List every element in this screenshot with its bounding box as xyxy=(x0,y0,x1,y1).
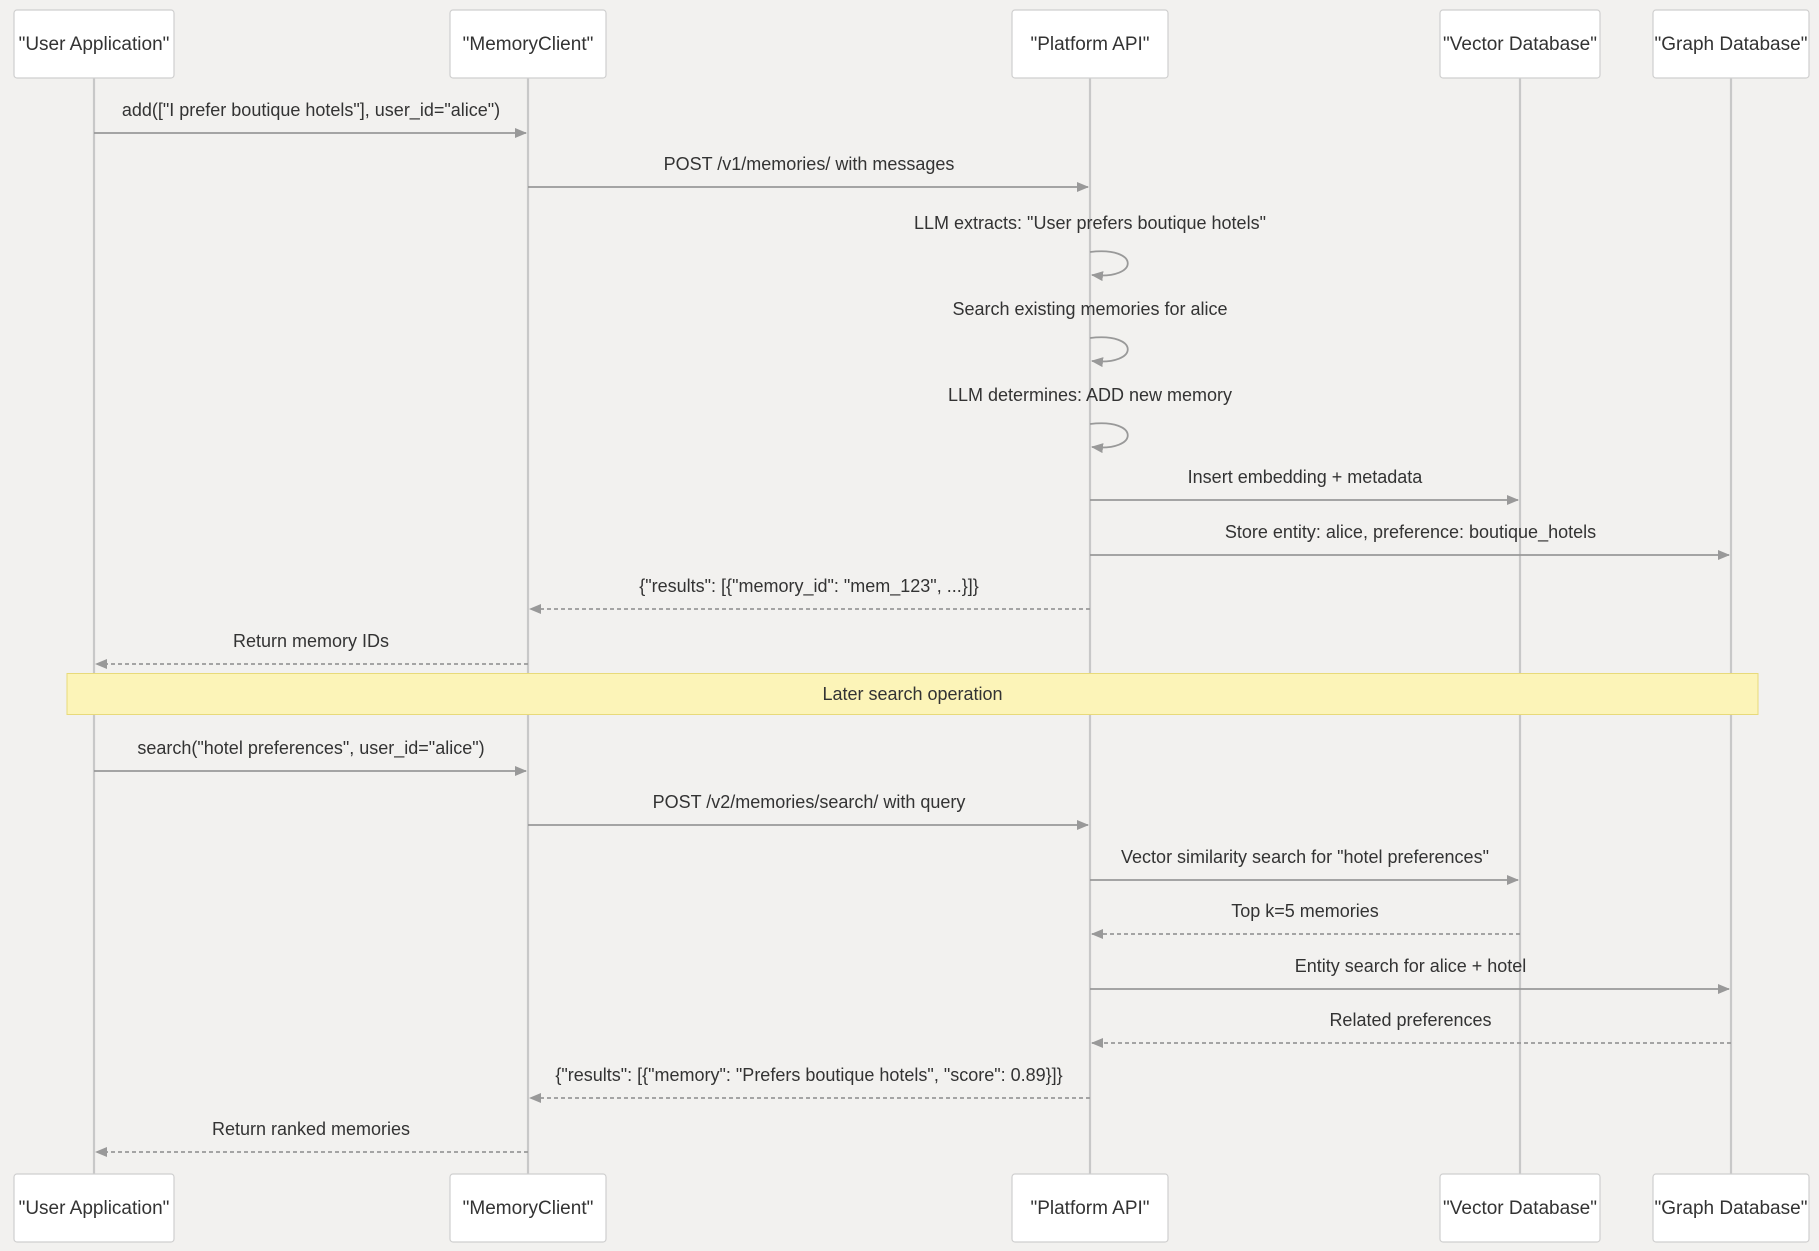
participant-user-top: "User Application" xyxy=(13,9,175,79)
message-11: search("hotel preferences", user_id="ali… xyxy=(94,738,527,776)
message-label: Vector similarity search for "hotel pref… xyxy=(1121,847,1489,867)
message-label: Entity search for alice + hotel xyxy=(1295,956,1527,976)
message-14: Top k=5 memories xyxy=(1091,901,1520,939)
participant-label: "Graph Database" xyxy=(1655,34,1808,55)
message-label: POST /v2/memories/search/ with query xyxy=(653,792,966,812)
message-2: POST /v1/memories/ with messages xyxy=(528,154,1089,192)
participant-label: "Platform API" xyxy=(1030,34,1149,55)
participant-vector-bottom: "Vector Database" xyxy=(1439,1173,1601,1243)
message-6: Insert embedding + metadata xyxy=(1090,467,1519,505)
self-message-arrow xyxy=(1089,250,1129,282)
message-3: LLM extracts: "User prefers boutique hot… xyxy=(914,213,1266,282)
message-label: add(["I prefer boutique hotels"], user_i… xyxy=(122,100,500,121)
self-message-arrow xyxy=(1089,336,1129,368)
message-label: Return memory IDs xyxy=(233,631,389,651)
message-label: search("hotel preferences", user_id="ali… xyxy=(137,738,484,759)
note-box xyxy=(66,673,1759,715)
note-later-search: Later search operation xyxy=(66,673,1759,715)
message-13: Vector similarity search for "hotel pref… xyxy=(1090,847,1519,885)
participant-box xyxy=(1652,1173,1810,1243)
participant-user-bottom: "User Application" xyxy=(13,1173,175,1243)
participant-client-bottom: "MemoryClient" xyxy=(449,1173,607,1243)
message-15: Entity search for alice + hotel xyxy=(1090,956,1730,994)
participant-api-bottom: "Platform API" xyxy=(1011,1173,1169,1243)
message-5: LLM determines: ADD new memory xyxy=(948,385,1232,454)
participant-box xyxy=(1652,9,1810,79)
message-label: Return ranked memories xyxy=(212,1119,410,1139)
message-7: Store entity: alice, preference: boutiqu… xyxy=(1090,522,1730,560)
participant-box xyxy=(13,1173,175,1243)
participant-label: "User Application" xyxy=(19,34,170,55)
participant-box xyxy=(449,9,607,79)
participant-label: "Vector Database" xyxy=(1443,34,1597,55)
participant-label: "MemoryClient" xyxy=(463,1198,594,1219)
participant-client-top: "MemoryClient" xyxy=(449,9,607,79)
message-label: Related preferences xyxy=(1329,1010,1491,1030)
participant-box xyxy=(13,9,175,79)
message-12: POST /v2/memories/search/ with query xyxy=(528,792,1089,830)
self-message-arrow xyxy=(1089,422,1129,454)
message-4: Search existing memories for alice xyxy=(952,299,1228,368)
message-label: Search existing memories for alice xyxy=(952,299,1227,319)
message-label: Insert embedding + metadata xyxy=(1188,467,1424,487)
message-18: Return ranked memories xyxy=(95,1119,528,1157)
participant-vector-top: "Vector Database" xyxy=(1439,9,1601,79)
message-label: Store entity: alice, preference: boutiqu… xyxy=(1225,522,1596,543)
message-label: LLM determines: ADD new memory xyxy=(948,385,1232,405)
participant-label: "MemoryClient" xyxy=(463,34,594,55)
participant-label: "User Application" xyxy=(19,1198,170,1219)
message-label: POST /v1/memories/ with messages xyxy=(664,154,955,174)
participant-graph-bottom: "Graph Database" xyxy=(1652,1173,1810,1243)
message-8: {"results": [{"memory_id": "mem_123", ..… xyxy=(529,576,1090,614)
participant-graph-top: "Graph Database" xyxy=(1652,9,1810,79)
message-label: {"results": [{"memory": "Prefers boutiqu… xyxy=(555,1065,1062,1085)
participant-box xyxy=(1439,9,1601,79)
message-9: Return memory IDs xyxy=(95,631,528,669)
message-label: LLM extracts: "User prefers boutique hot… xyxy=(914,213,1266,233)
note-text: Later search operation xyxy=(822,684,1002,704)
participant-box xyxy=(1011,1173,1169,1243)
participant-label: "Graph Database" xyxy=(1655,1198,1808,1219)
participant-api-top: "Platform API" xyxy=(1011,9,1169,79)
message-1: add(["I prefer boutique hotels"], user_i… xyxy=(94,100,527,138)
participant-label: "Vector Database" xyxy=(1443,1198,1597,1219)
message-16: Related preferences xyxy=(1091,1010,1731,1048)
participant-box xyxy=(1439,1173,1601,1243)
participant-label: "Platform API" xyxy=(1030,1198,1149,1219)
participant-box xyxy=(1011,9,1169,79)
message-17: {"results": [{"memory": "Prefers boutiqu… xyxy=(529,1065,1090,1103)
message-label: Top k=5 memories xyxy=(1231,901,1379,921)
participant-box xyxy=(449,1173,607,1243)
message-label: {"results": [{"memory_id": "mem_123", ..… xyxy=(639,576,978,597)
